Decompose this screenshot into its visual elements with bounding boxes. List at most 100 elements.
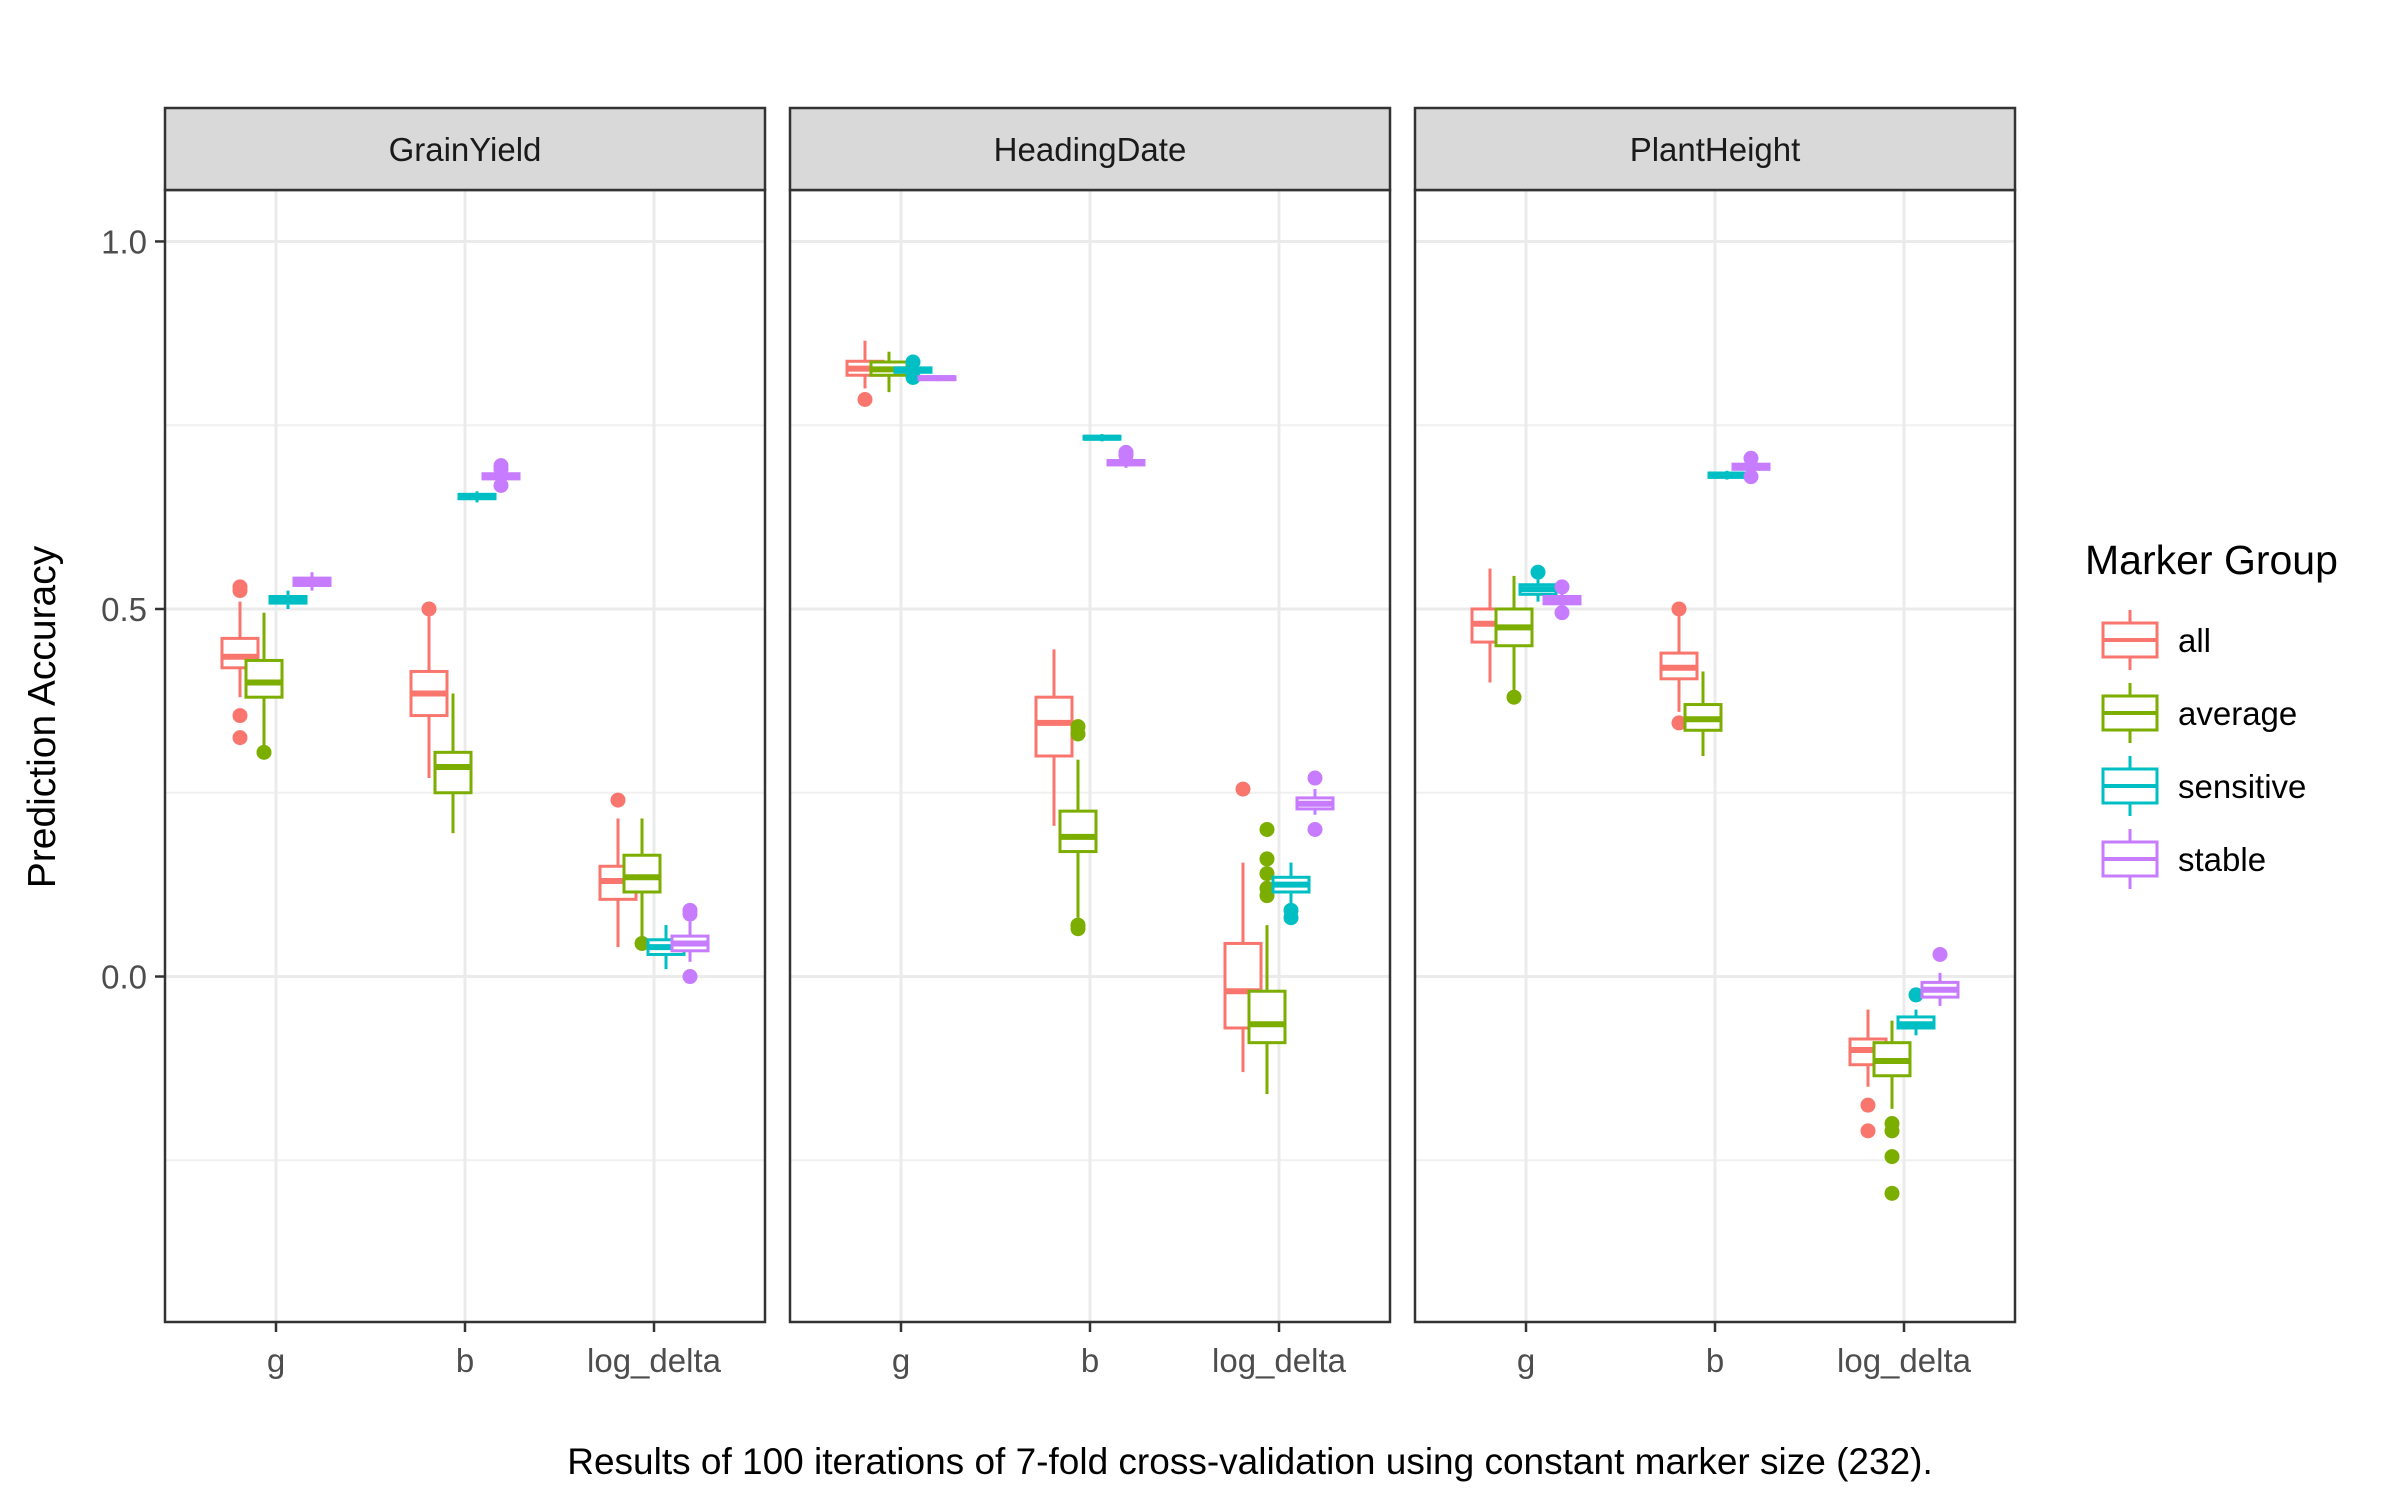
box-iqr	[1058, 809, 1098, 854]
outlier-point	[1884, 1185, 1900, 1201]
boxplot-b-average	[433, 693, 473, 834]
x-tick-label: b	[1081, 1342, 1099, 1379]
outlier-point	[1554, 605, 1570, 621]
outlier-point	[1554, 579, 1570, 595]
legend-key-stable: stable	[2101, 829, 2266, 889]
legend: Marker Group all average sensitive stable	[2085, 537, 2338, 889]
boxplot-log_delta-stable	[1295, 770, 1335, 838]
outlier-point	[1070, 726, 1086, 742]
outlier-point	[1530, 564, 1546, 580]
outlier-point	[421, 601, 437, 617]
outlier-point	[634, 935, 650, 951]
boxplot-b-all	[1659, 601, 1699, 731]
facet-panel-HeadingDate: HeadingDate g b log_delta	[788, 106, 1392, 1379]
box-iqr	[1034, 695, 1074, 758]
x-tick-label: g	[1517, 1342, 1535, 1379]
boxplot-log_delta-sensitive	[1896, 987, 1936, 1036]
facet-panels: GrainYield g b log_delta HeadingDate g b log_de…	[163, 106, 2017, 1379]
outlier-point	[682, 906, 698, 922]
boxplot-log_delta-stable	[1920, 946, 1960, 1006]
x-tick-label: g	[892, 1342, 910, 1379]
boxplot-b-stable	[481, 458, 521, 493]
outlier-point	[905, 369, 921, 385]
facet-panel-PlantHeight: PlantHeight g b log_delta	[1413, 106, 2017, 1379]
outlier-point	[1259, 822, 1275, 838]
legend-key-all: all	[2101, 610, 2211, 670]
outlier-point	[1671, 601, 1687, 617]
legend-label: average	[2178, 695, 2297, 732]
y-tick-label: 1.0	[101, 223, 147, 260]
box-iqr	[622, 853, 662, 894]
boxplot-g-stable	[1542, 579, 1582, 621]
outlier-point	[1070, 921, 1086, 937]
facet-strip	[163, 106, 767, 192]
box-iqr	[433, 750, 473, 795]
outlier-point	[1259, 851, 1275, 867]
outlier-point	[493, 461, 509, 477]
outlier-point	[682, 969, 698, 985]
outlier-point	[1884, 1123, 1900, 1139]
outlier-point	[1908, 987, 1924, 1003]
outlier-point	[905, 354, 921, 370]
outlier-point	[1259, 888, 1275, 904]
x-tick-label: log_delta	[1837, 1342, 1972, 1379]
boxplot-b-sensitive	[1707, 470, 1747, 480]
boxplot-b-stable	[1731, 450, 1771, 485]
outlier-point	[1884, 1149, 1900, 1165]
y-tick-label: 0.0	[101, 959, 147, 996]
legend-key-average: average	[2101, 683, 2297, 743]
boxplot-b-average	[1683, 671, 1723, 756]
outlier-point	[493, 477, 509, 493]
outlier-point	[1307, 770, 1323, 786]
boxplot-log_delta-stable	[670, 902, 710, 985]
facet-strip-label: HeadingDate	[994, 131, 1187, 168]
outlier-point	[1235, 781, 1251, 797]
outlier-point	[232, 583, 248, 599]
outlier-point	[1506, 689, 1522, 705]
boxplot-log_delta-average	[1872, 1020, 1912, 1201]
boxplot-g-stable	[917, 375, 957, 382]
facet-panel-GrainYield: GrainYield g b log_delta	[163, 106, 767, 1379]
y-axis-title: Prediction Accuracy	[21, 545, 64, 888]
boxplot-g-sensitive	[893, 354, 933, 385]
box-iqr	[244, 658, 284, 699]
facet-strip-label: PlantHeight	[1630, 131, 1801, 168]
x-tick-label: log_delta	[587, 1342, 722, 1379]
boxplot-b-stable	[1106, 444, 1146, 468]
outlier-point	[232, 730, 248, 746]
legend-label: all	[2178, 622, 2211, 659]
legend-label: stable	[2178, 841, 2266, 878]
outlier-point	[1671, 715, 1687, 731]
boxplot-g-all	[220, 579, 260, 746]
outlier-point	[256, 744, 272, 760]
legend-key-sensitive: sensitive	[2101, 756, 2306, 816]
outlier-point	[1118, 447, 1134, 463]
box-iqr	[1247, 989, 1287, 1045]
legend-keys: all average sensitive stable	[2101, 610, 2306, 889]
outlier-point	[610, 792, 626, 808]
x-tick-label: b	[456, 1342, 474, 1379]
outlier-point	[1307, 822, 1323, 838]
boxplot-log_delta-average	[622, 818, 662, 951]
boxplot-g-stable	[292, 572, 332, 591]
legend-label: sensitive	[2178, 768, 2306, 805]
outlier-point	[1860, 1097, 1876, 1113]
boxplot-b-all	[409, 601, 449, 779]
boxplot-b-sensitive	[1082, 434, 1122, 442]
boxplot-g-sensitive	[268, 590, 308, 609]
outlier-point	[1259, 866, 1275, 882]
facet-strip	[1413, 106, 2017, 192]
y-tick-label: 0.5	[101, 591, 147, 628]
outlier-point	[857, 391, 873, 407]
boxplot-g-average	[244, 612, 284, 760]
outlier-point	[232, 708, 248, 724]
figure-caption: Results of 100 iterations of 7-fold cros…	[567, 1441, 1933, 1482]
facet-strip	[788, 106, 1392, 192]
x-tick-label: log_delta	[1212, 1342, 1347, 1379]
boxplot-b-sensitive	[457, 491, 497, 503]
boxplot-log_delta-sensitive	[1271, 862, 1311, 926]
outlier-point	[1283, 910, 1299, 926]
x-tick-label: g	[267, 1342, 285, 1379]
legend-title: Marker Group	[2085, 537, 2338, 583]
